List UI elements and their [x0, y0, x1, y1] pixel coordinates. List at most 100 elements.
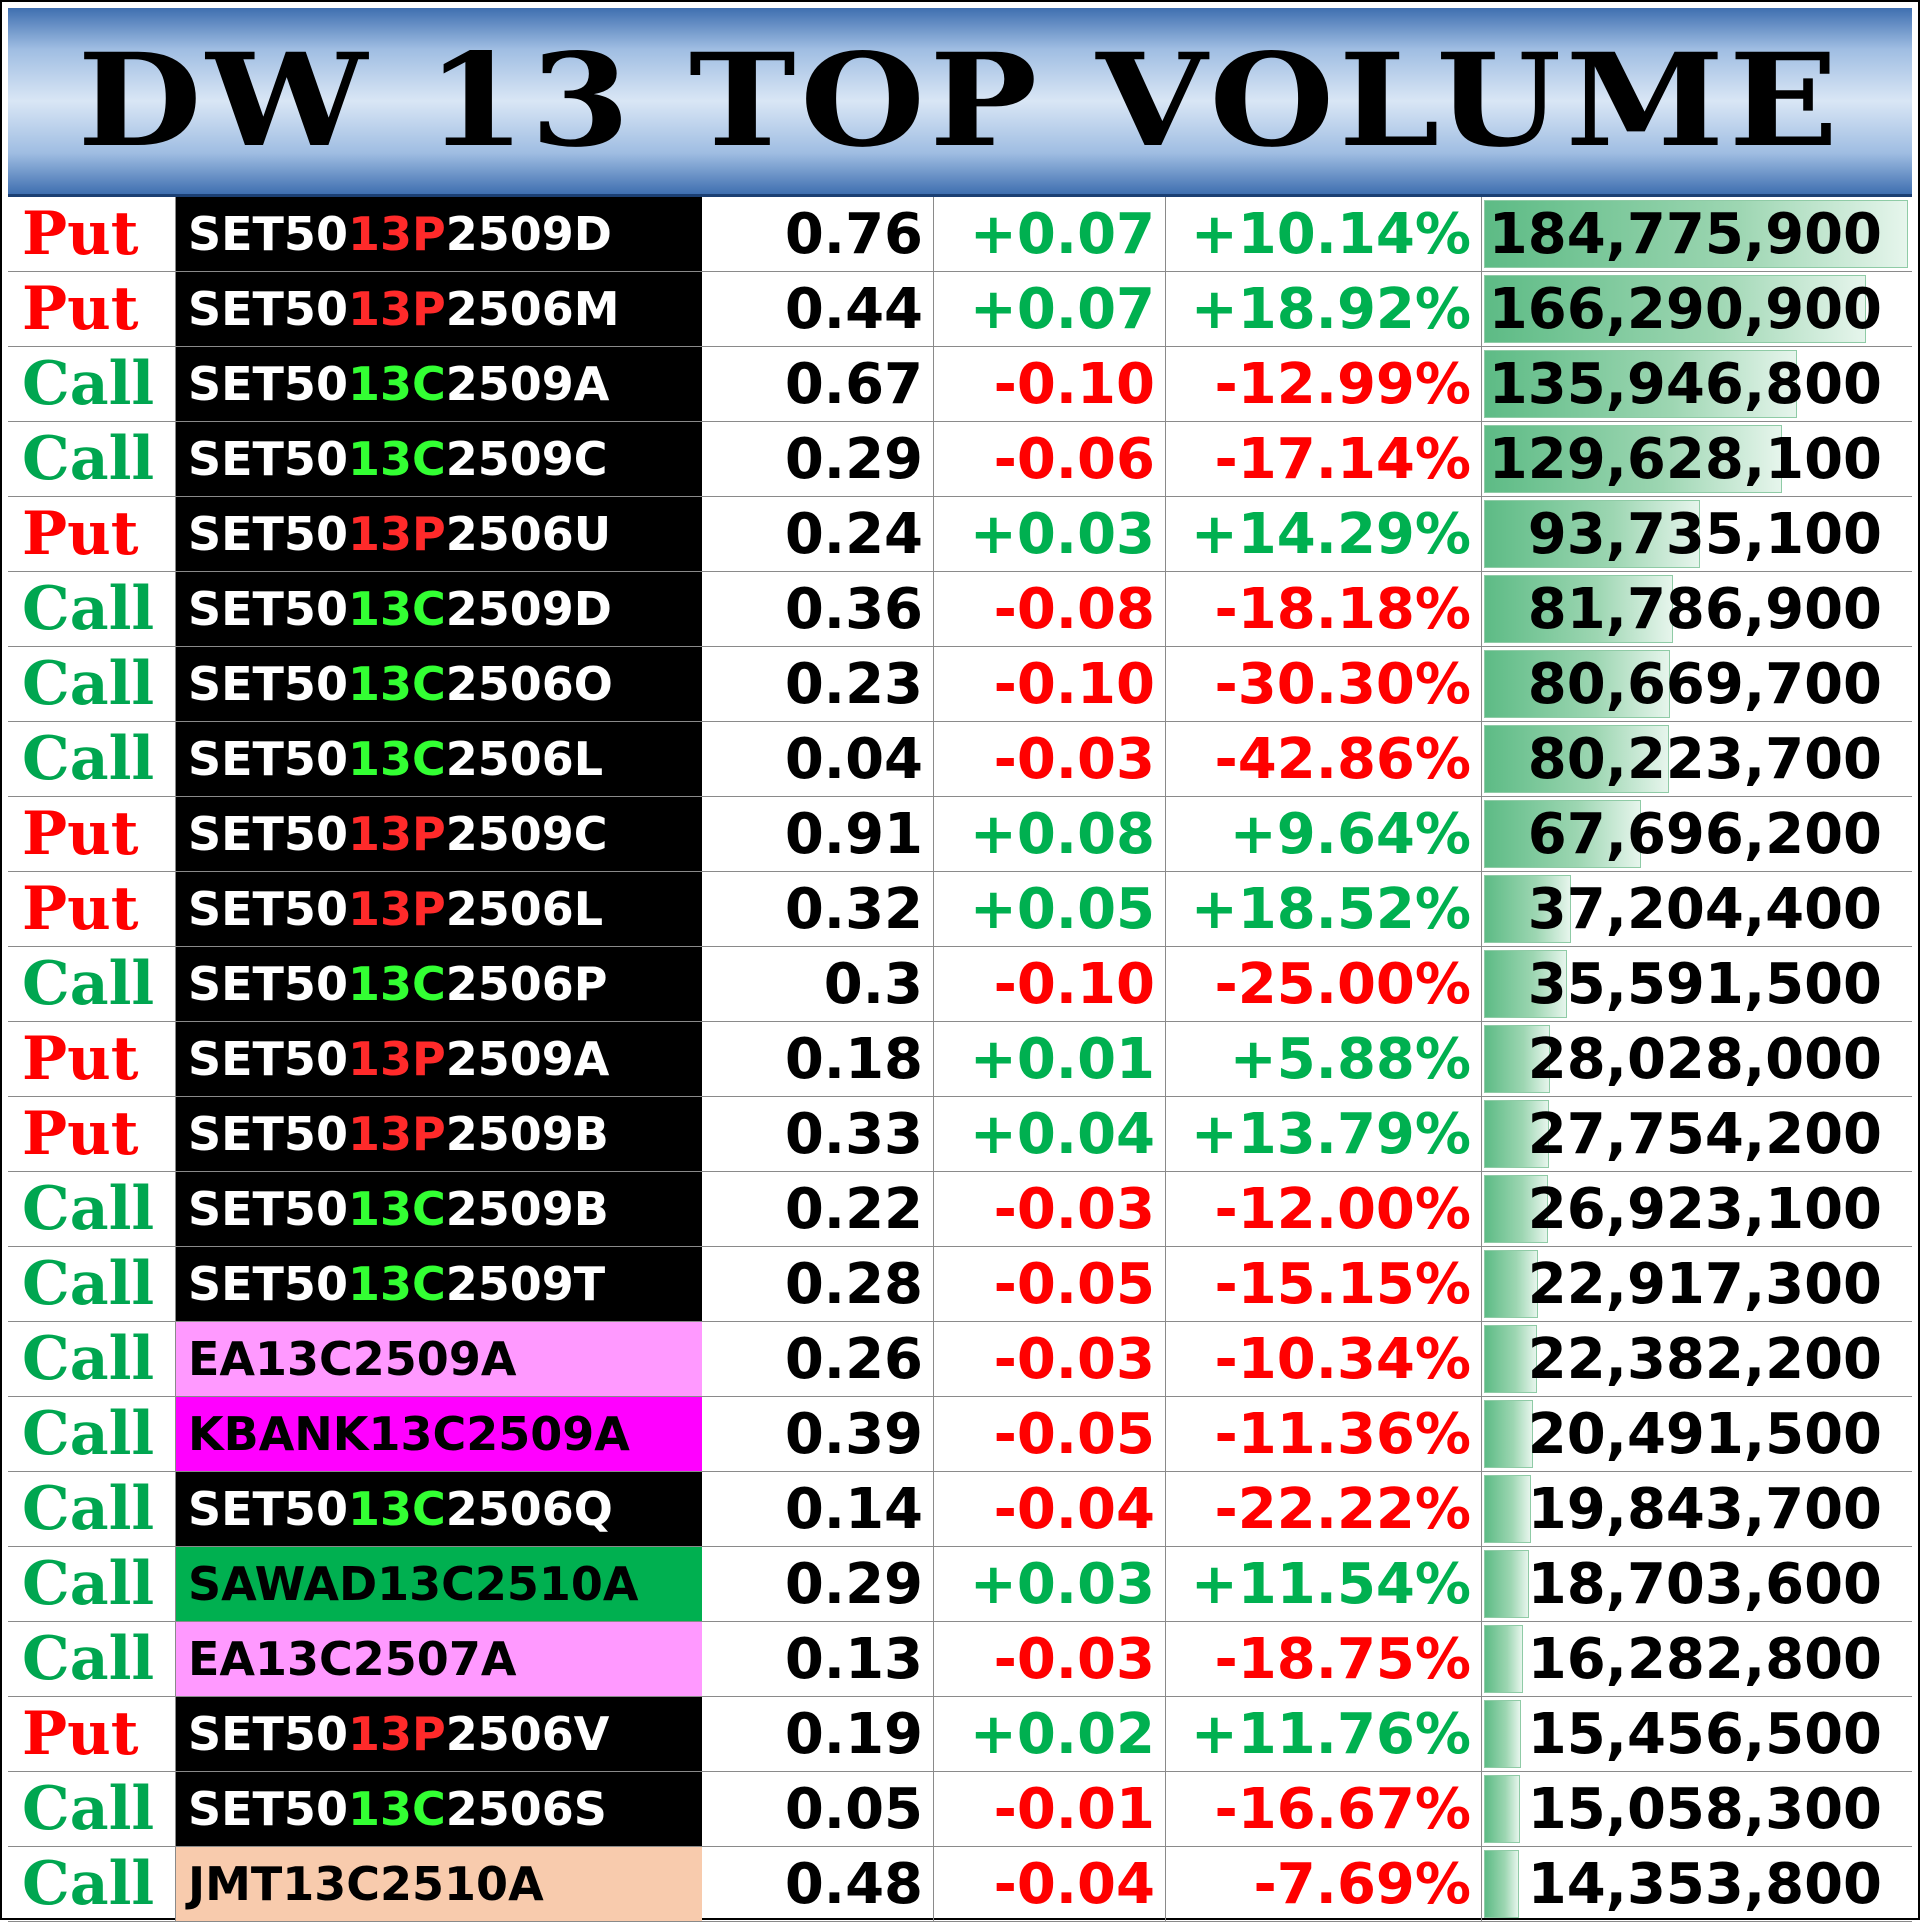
table-row[interactable]: Call SET50 13C 2509T 0.28 -0.05 -15.15% 22,917,…: [8, 1247, 1912, 1322]
table-row[interactable]: Put SET50 13P 2509D 0.76 +0.07 +10.14% 184,775,…: [8, 197, 1912, 272]
table-row[interactable]: Call SET50 13C 2506S 0.05 -0.01 -16.67% 15,058,…: [8, 1772, 1912, 1847]
change-cell: -0.03: [934, 1622, 1166, 1696]
percent-change-cell: -42.86%: [1166, 722, 1482, 796]
symbol-series: 2506M: [445, 282, 620, 336]
symbol-cell: SET50 13C 2509D: [176, 572, 702, 646]
table-row[interactable]: Put SET50 13P 2509C 0.91 +0.08 +9.64% 67,696,20…: [8, 797, 1912, 872]
symbol-issuer-type: 13P: [347, 807, 446, 861]
change-cell: -0.06: [934, 422, 1166, 496]
symbol-series: 2509D: [445, 582, 612, 636]
change-cell: +0.03: [934, 1547, 1166, 1621]
price-cell: 0.29: [702, 422, 934, 496]
symbol-series: 2506Q: [445, 1482, 613, 1536]
volume-bar: [1484, 200, 1908, 268]
change-cell: -0.04: [934, 1847, 1166, 1921]
symbol-cell: KBANK13C2509A: [176, 1397, 702, 1471]
table-row[interactable]: Call KBANK13C2509A 0.39 -0.05 -11.36% 20,491,…: [8, 1397, 1912, 1472]
symbol-prefix: SET50: [188, 582, 348, 636]
volume-bar: [1484, 1625, 1524, 1693]
symbol-cell: SET50 13C 2506L: [176, 722, 702, 796]
percent-change-cell: -30.30%: [1166, 647, 1482, 721]
volume-value: 20,491,500: [1527, 1401, 1882, 1467]
volume-value: 26,923,100: [1527, 1176, 1882, 1242]
symbol-prefix: SET50: [188, 1257, 348, 1311]
symbol-issuer-type: 13P: [347, 1707, 446, 1761]
volume-cell: 80,223,700: [1482, 722, 1912, 796]
price-cell: 0.26: [702, 1322, 934, 1396]
volume-bar: [1484, 1325, 1538, 1393]
table-row[interactable]: Put SET50 13P 2509A 0.18 +0.01 +5.88% 28,028,00…: [8, 1022, 1912, 1097]
symbol-prefix: SET50: [188, 807, 348, 861]
volume-bar: [1484, 1250, 1539, 1318]
table-row[interactable]: Call EA13C2509A 0.26 -0.03 -10.34% 22,382,200: [8, 1322, 1912, 1397]
symbol-series: 2506S: [445, 1782, 607, 1836]
change-cell: -0.10: [934, 347, 1166, 421]
table-row[interactable]: Put SET50 13P 2506M 0.44 +0.07 +18.92% 166,290,…: [8, 272, 1912, 347]
table-row[interactable]: Call JMT13C2510A 0.48 -0.04 -7.69% 14,353,800: [8, 1847, 1912, 1922]
symbol-cell: SET50 13C 2509A: [176, 347, 702, 421]
table-row[interactable]: Call EA13C2507A 0.13 -0.03 -18.75% 16,282,800: [8, 1622, 1912, 1697]
percent-change-cell: -22.22%: [1166, 1472, 1482, 1546]
change-cell: -0.03: [934, 722, 1166, 796]
volume-cell: 15,456,500: [1482, 1697, 1912, 1771]
price-cell: 0.32: [702, 872, 934, 946]
price-cell: 0.36: [702, 572, 934, 646]
table-row[interactable]: Call SET50 13C 2506Q 0.14 -0.04 -22.22% 19,843,…: [8, 1472, 1912, 1547]
volume-bar: [1484, 500, 1701, 568]
percent-change-cell: -12.00%: [1166, 1172, 1482, 1246]
symbol-prefix: SET50: [188, 1032, 348, 1086]
percent-change-cell: -11.36%: [1166, 1397, 1482, 1471]
volume-cell: 135,946,800: [1482, 347, 1912, 421]
price-cell: 0.48: [702, 1847, 934, 1921]
page-title: DW 13 TOP VOLUME: [77, 26, 1843, 176]
table-row[interactable]: Call SET50 13C 2509D 0.36 -0.08 -18.18% 81,786,…: [8, 572, 1912, 647]
table-row[interactable]: Call SAWAD13C2510A 0.29 +0.03 +11.54% 18,703,…: [8, 1547, 1912, 1622]
volume-bar: [1484, 1775, 1521, 1843]
option-type: Put: [8, 1022, 176, 1096]
percent-change-cell: +18.92%: [1166, 272, 1482, 346]
volume-cell: 28,028,000: [1482, 1022, 1912, 1096]
volume-table: Put SET50 13P 2509D 0.76 +0.07 +10.14% 184,775,…: [8, 197, 1912, 1922]
volume-value: 67,696,200: [1527, 801, 1882, 867]
table-row[interactable]: Call SET50 13C 2509C 0.29 -0.06 -17.14% 129,628…: [8, 422, 1912, 497]
change-cell: -0.10: [934, 647, 1166, 721]
volume-cell: 35,591,500: [1482, 947, 1912, 1021]
table-row[interactable]: Put SET50 13P 2506U 0.24 +0.03 +14.29% 93,735,1…: [8, 497, 1912, 572]
symbol-cell: SET50 13C 2506P: [176, 947, 702, 1021]
symbol-cell: SET50 13P 2509C: [176, 797, 702, 871]
symbol-cell: SET50 13P 2509B: [176, 1097, 702, 1171]
volume-bar: [1484, 800, 1641, 868]
symbol-prefix: SET50: [188, 507, 348, 561]
option-type: Call: [8, 647, 176, 721]
percent-change-cell: +10.14%: [1166, 197, 1482, 271]
volume-bar: [1484, 1400, 1533, 1468]
volume-bar: [1484, 1025, 1550, 1093]
volume-value: 135,946,800: [1488, 351, 1882, 417]
symbol-series: 2509C: [445, 432, 608, 486]
percent-change-cell: +14.29%: [1166, 497, 1482, 571]
symbol-cell: SAWAD13C2510A: [176, 1547, 702, 1621]
table-row[interactable]: Call SET50 13C 2506P 0.3 -0.10 -25.00% 35,591,5…: [8, 947, 1912, 1022]
symbol-prefix: SET50: [188, 1482, 348, 1536]
table-row[interactable]: Call SET50 13C 2506O 0.23 -0.10 -30.30% 80,669,…: [8, 647, 1912, 722]
symbol-prefix: EA13C2509A: [188, 1332, 517, 1386]
table-row[interactable]: Call SET50 13C 2509A 0.67 -0.10 -12.99% 135,946…: [8, 347, 1912, 422]
table-row[interactable]: Put SET50 13P 2506V 0.19 +0.02 +11.76% 15,456,5…: [8, 1697, 1912, 1772]
symbol-prefix: SET50: [188, 282, 348, 336]
option-type: Put: [8, 1697, 176, 1771]
option-type: Put: [8, 797, 176, 871]
symbol-issuer-type: 13C: [347, 1782, 446, 1836]
volume-cell: 20,491,500: [1482, 1397, 1912, 1471]
table-row[interactable]: Put SET50 13P 2509B 0.33 +0.04 +13.79% 27,754,2…: [8, 1097, 1912, 1172]
symbol-cell: SET50 13P 2509D: [176, 197, 702, 271]
symbol-series: 2506L: [445, 882, 604, 936]
volume-cell: 129,628,100: [1482, 422, 1912, 496]
volume-bar: [1484, 275, 1866, 343]
table-row[interactable]: Put SET50 13P 2506L 0.32 +0.05 +18.52% 37,204,4…: [8, 872, 1912, 947]
volume-cell: 67,696,200: [1482, 797, 1912, 871]
volume-bar: [1484, 1700, 1522, 1768]
table-row[interactable]: Call SET50 13C 2509B 0.22 -0.03 -12.00% 26,923,…: [8, 1172, 1912, 1247]
table-row[interactable]: Call SET50 13C 2506L 0.04 -0.03 -42.86% 80,223,…: [8, 722, 1912, 797]
symbol-issuer-type: 13C: [347, 432, 446, 486]
volume-value: 15,058,300: [1527, 1776, 1882, 1842]
